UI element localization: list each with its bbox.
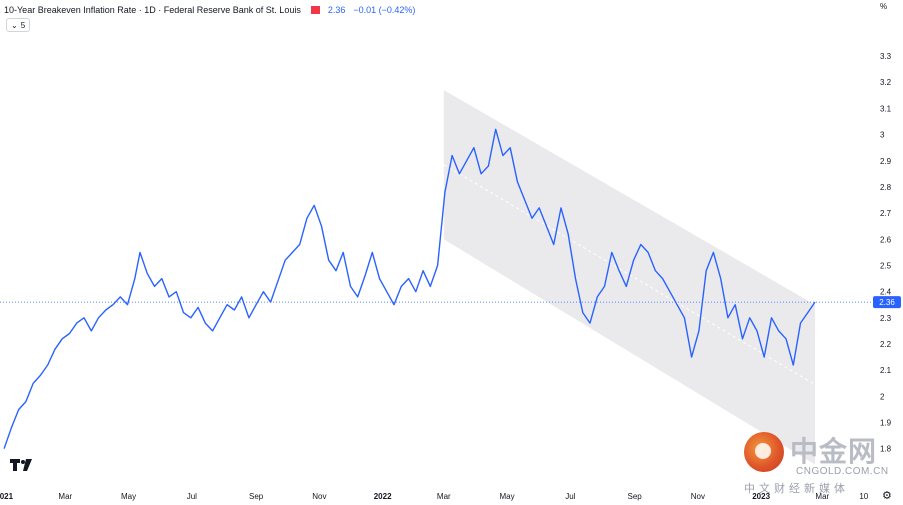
y-tick-label: 3.2 <box>880 78 892 87</box>
watermark-cn-name: 中金网 <box>790 435 878 468</box>
current-price-label: 2.36 <box>879 298 895 307</box>
x-tick-label: Jul <box>565 492 575 501</box>
chart-header: 10-Year Breakeven Inflation Rate · 1D · … <box>4 3 415 17</box>
y-tick-label: 1.9 <box>880 419 892 428</box>
x-tick-label: Jul <box>187 492 197 501</box>
y-tick-label: 2.9 <box>880 157 892 166</box>
watermark-subtitle: 中文财经新媒体 <box>744 482 849 495</box>
x-tick-label: Nov <box>691 492 705 501</box>
y-tick-label: 1.8 <box>880 445 892 454</box>
tradingview-logo-icon[interactable] <box>7 454 35 476</box>
y-tick-label: 2.4 <box>880 288 892 297</box>
y-tick-label: 2 <box>880 392 885 401</box>
y-tick-label: 3.3 <box>880 52 892 61</box>
current-price-badge <box>873 296 901 309</box>
y-tick-label: 2.5 <box>880 261 892 270</box>
x-tick-label: Mar <box>437 492 451 501</box>
y-tick-label: 3 <box>880 131 885 140</box>
x-tick-label: 2023 <box>752 492 770 501</box>
flag-icon <box>310 6 320 14</box>
legend-toggle-count: 5 <box>20 20 26 30</box>
y-tick-label: 2.6 <box>880 235 892 244</box>
axis-unit-label: % <box>880 2 888 11</box>
x-tick-label: Mar <box>815 492 829 501</box>
series-line-0[interactable] <box>3 128 816 449</box>
x-tick-label: May <box>500 492 515 501</box>
y-tick-label: 2.2 <box>880 340 892 349</box>
cngold-logo-icon <box>744 432 784 472</box>
x-tick-label: 2021 <box>0 492 14 501</box>
change-value: −0.01 (−0.42%) <box>353 5 416 15</box>
y-tick-label: 2.3 <box>880 314 892 323</box>
x-tick-label: May <box>121 492 136 501</box>
watermark: 中金网 CNGOLD.COM.CN 中文财经新媒体 <box>744 428 894 500</box>
y-tick-label: 2.7 <box>880 209 892 218</box>
x-tick-label: Sep <box>249 492 264 501</box>
x-tick-label: Nov <box>312 492 326 501</box>
x-tick-label: 10 <box>859 492 868 501</box>
y-tick-label: 2.8 <box>880 183 892 192</box>
y-tick-label: 3.1 <box>880 104 892 113</box>
gear-icon[interactable]: ⚙ <box>882 490 892 502</box>
y-tick-label: 2.1 <box>880 366 892 375</box>
last-value: 2.36 <box>327 5 346 15</box>
symbol-title: 10-Year Breakeven Inflation Rate · 1D · … <box>4 5 301 15</box>
x-tick-label: 2022 <box>374 492 392 501</box>
legend-toggle-button[interactable]: ⌄ 5 <box>6 18 31 32</box>
chevron-down-icon: ⌄ <box>11 20 18 30</box>
x-tick-label: Sep <box>627 492 642 501</box>
watermark-url: CNGOLD.COM.CN <box>796 466 889 477</box>
x-tick-label: Mar <box>58 492 72 501</box>
